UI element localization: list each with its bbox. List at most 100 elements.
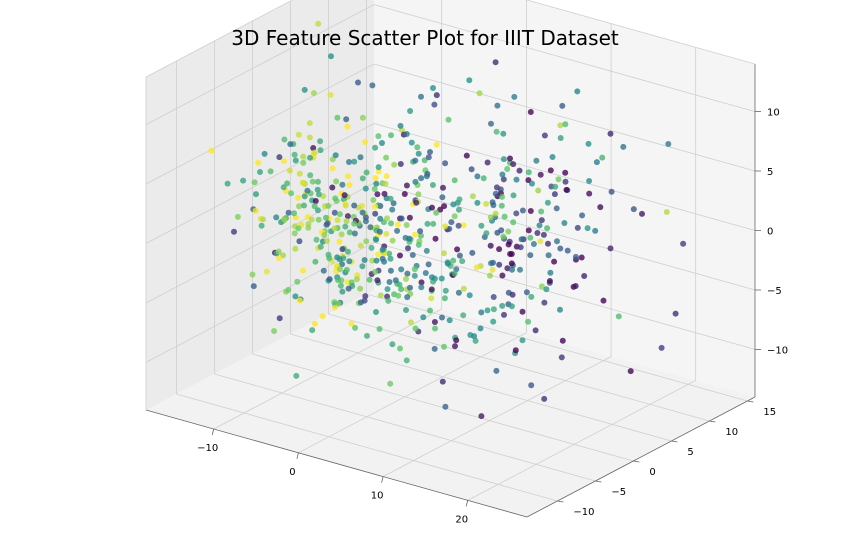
scatter-point [346,258,353,265]
scatter-point [451,270,458,277]
scatter-point [417,228,424,235]
y-tick-label: 10 [725,427,738,438]
scatter-point [385,297,392,304]
scatter-point [439,194,446,201]
scatter-point [363,238,370,245]
scatter-point [369,257,376,264]
scatter-point [331,225,338,232]
scatter-point [370,197,377,203]
scatter-point [392,277,399,284]
scatter-point [295,225,302,232]
scatter-point [428,286,435,293]
scatter-point [541,299,548,306]
scatter-point [545,252,552,259]
gridline-z-back [373,4,756,112]
scatter-point [271,328,278,334]
scatter-point [532,327,539,334]
scatter-point [285,286,292,293]
scatter-point [578,254,585,261]
scatter-point [537,238,544,245]
scatter-point [450,257,457,264]
scatter-point [281,158,288,165]
scatter-point [273,214,280,221]
gridline-z-left [145,242,375,363]
scatter-point [541,395,548,402]
scatter-point [445,116,452,123]
scatter-point [563,186,570,193]
scatter-point [332,304,338,311]
scatter-point [574,88,581,95]
scatter-point [471,333,478,340]
scatter-point [509,291,516,298]
scatter-point [397,122,404,129]
scatter-point [448,219,455,226]
scatter-point [337,282,344,289]
scatter-point [352,324,359,331]
gridline-y-floor [214,373,596,482]
grid-lines [145,0,756,502]
scatter-point [408,139,415,146]
z-tick-label: 10 [767,108,780,119]
scatter-point [314,207,321,214]
scatter-point [407,284,413,291]
scatter-point [450,201,457,208]
scatter-point [337,266,343,273]
scatter-point [372,175,379,182]
scatter-point [492,59,499,66]
scatter-point [331,209,338,216]
scatter-point [513,176,520,183]
scatter-point [557,122,564,129]
scatter-point [545,240,551,247]
scatter-point [397,252,403,259]
scatter-point [527,109,534,115]
scatter-point [306,134,313,141]
scatter-point [581,273,588,279]
scatter-point [412,178,419,185]
scatter-point [456,196,463,203]
scatter-point [490,294,497,300]
scatter-point [362,293,369,300]
z-tick-label: 0 [767,227,773,238]
scatter-point [329,184,336,191]
scatter-point [489,199,496,206]
gridline-z-back [373,63,756,172]
scatter-point [511,93,518,100]
scatter-point [387,380,394,387]
scatter-point [586,190,593,197]
scatter-point [528,293,535,300]
scatter-point [351,230,358,237]
scatter-point [665,141,672,147]
scatter-point [509,266,515,273]
scatter-point [497,186,504,193]
scatter-point [433,209,440,216]
scatter-point [459,258,466,265]
scatter-point [484,307,491,314]
scatter-point [334,217,341,224]
y-tick-mark [633,460,640,463]
scatter-point [535,187,542,194]
scatter-point [367,224,374,231]
scatter-point [346,229,353,236]
scatter-point [351,220,358,227]
scatter-point [559,337,566,344]
y-tick-mark [595,480,602,483]
scatter-point [295,194,302,201]
scatter-point [362,214,369,221]
scatter-point [579,212,586,219]
scatter-point [386,279,393,285]
scatter-point [527,252,534,259]
y-tick-mark [709,420,716,423]
scatter-point [466,77,473,84]
scatter-point [315,216,322,223]
scatter-point [639,210,645,217]
scatter-point [557,306,563,313]
scatter-point [384,215,390,222]
scatter-point [305,224,312,231]
scatter-point [403,357,410,364]
scatter-point [359,175,366,182]
scatter-point [496,261,503,268]
scatter-point [348,320,355,327]
scatter-point [320,267,327,274]
scatter-point [431,345,438,352]
scatter-point [558,354,565,361]
